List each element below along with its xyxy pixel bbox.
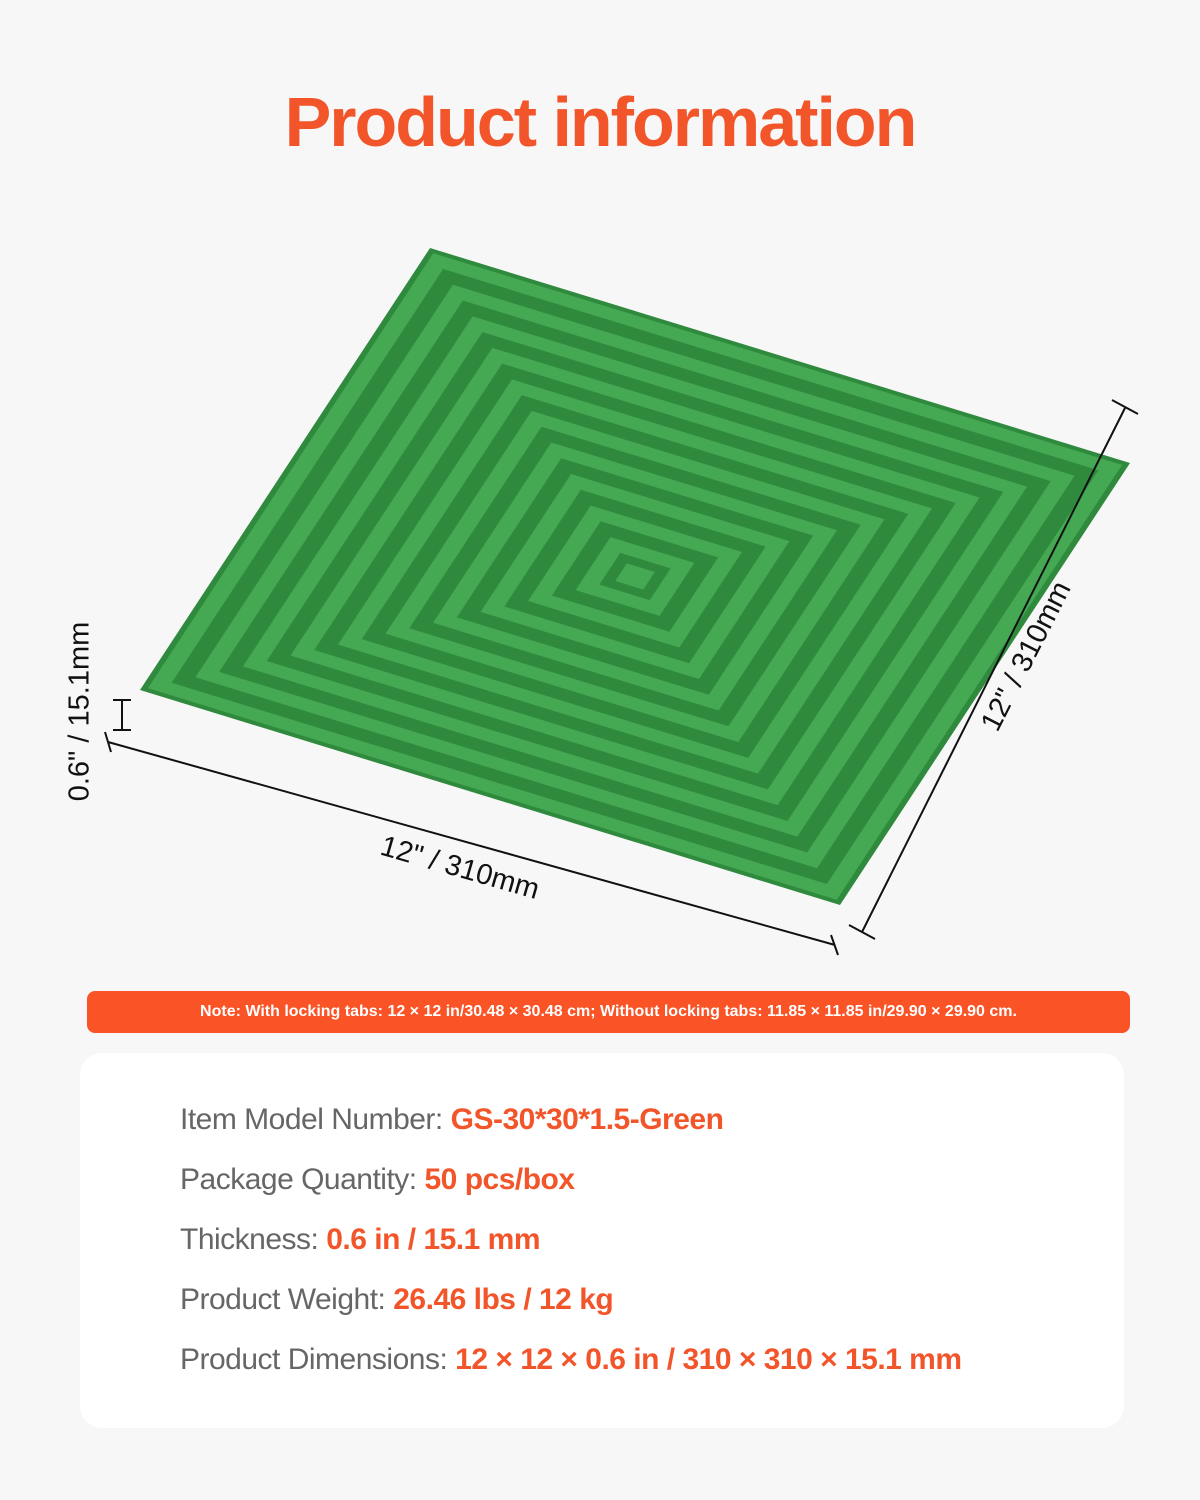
spec-card: Item Model Number: GS-30*30*1.5-Green Pa… (80, 1053, 1124, 1428)
tile-ring (195, 284, 1075, 869)
tile-ring (338, 379, 933, 774)
spec-weight: Product Weight: 26.46 lbs / 12 kg (180, 1283, 614, 1316)
spec-dimensions: Product Dimensions: 12 × 12 × 0.6 in / 3… (180, 1343, 962, 1376)
tile-ring (242, 316, 1028, 837)
tile-ring (147, 253, 1123, 900)
tile-ring (528, 505, 742, 648)
dimension-lines (104, 399, 1139, 956)
tile-ring (433, 442, 837, 711)
spec-quantity: Package Quantity: 50 pcs/box (180, 1163, 575, 1196)
spec-thickness: Thickness: 0.6 in / 15.1 mm (180, 1223, 541, 1256)
page-title: Product information (284, 83, 918, 161)
floor-tile-illustration (104, 247, 1139, 956)
spec-model: Item Model Number: GS-30*30*1.5-Green (180, 1103, 724, 1136)
tile-ring (290, 347, 980, 806)
tile-ring (385, 410, 885, 743)
tile-ring (480, 474, 790, 679)
tile-ring (575, 537, 695, 616)
thickness-dimension-label: 0.6" / 15.1mm (63, 621, 96, 802)
floor-tile-image (140, 247, 1131, 906)
note-banner: Note: With locking tabs: 12 × 12 in/30.4… (87, 991, 1130, 1033)
